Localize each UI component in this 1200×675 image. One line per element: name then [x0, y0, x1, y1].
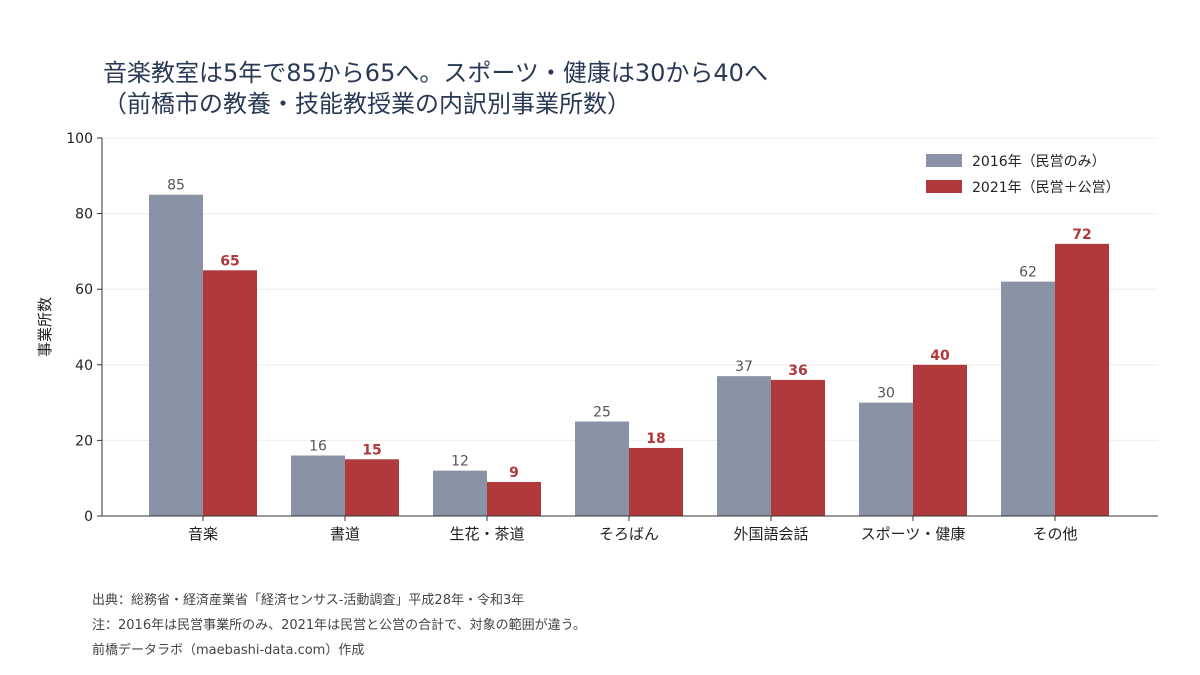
data-label-2021: 18 — [646, 431, 665, 447]
data-label-2021: 9 — [509, 465, 519, 481]
data-label-2021: 72 — [1072, 227, 1091, 243]
bar-2021 — [345, 459, 399, 516]
y-tick-label: 100 — [66, 131, 93, 147]
bar-2016 — [1001, 281, 1055, 516]
y-tick-label: 20 — [75, 433, 93, 449]
data-label-2016: 30 — [877, 386, 895, 402]
data-label-2016: 25 — [593, 405, 611, 421]
data-label-2016: 37 — [735, 359, 753, 375]
x-tick-label: 書道 — [330, 525, 360, 543]
legend-swatch-2021 — [926, 180, 962, 193]
bar-2021 — [487, 481, 541, 516]
bar-2021 — [203, 270, 257, 516]
gridlines — [102, 137, 1158, 441]
bar-2016 — [433, 470, 487, 516]
credit-note: 前橋データラボ（maebashi-data.com）作成 — [92, 643, 365, 658]
x-ticks: 音楽 書道 生花・茶道 そろばん 外国語会話 スポーツ・健康 その他 — [188, 516, 1078, 543]
bar-2016 — [575, 421, 629, 516]
x-tick-label: 生花・茶道 — [449, 525, 524, 543]
bar-2021 — [1055, 243, 1109, 516]
legend-label-2016: 2016年（民営のみ） — [972, 154, 1106, 170]
bar-2021 — [913, 364, 967, 516]
legend: 2016年（民営のみ） 2021年（民営＋公営） — [926, 154, 1120, 196]
y-axis-label: 事業所数 — [36, 297, 54, 357]
footnotes: 出典：総務省・経済産業省「経済センサス-活動調査」平成28年・令和3年 注：20… — [92, 588, 586, 663]
chart-title: 音楽教室は5年で85から65へ。スポーツ・健康は30から40へ （前橋市の教養・… — [103, 58, 768, 120]
scope-note: 注：2016年は民営事業所のみ、2021年は民営と公営の合計で、対象の範囲が違う… — [92, 618, 586, 633]
data-label-2021: 15 — [362, 442, 381, 458]
data-label-2016: 62 — [1019, 265, 1037, 281]
chart-title-line-1: 音楽教室は5年で85から65へ。スポーツ・健康は30から40へ — [103, 59, 768, 87]
x-tick-label: その他 — [1032, 525, 1077, 543]
x-tick-label: スポーツ・健康 — [861, 525, 966, 543]
data-label-2016: 85 — [167, 178, 185, 194]
x-tick-label: 音楽 — [188, 525, 218, 543]
y-tick-label: 60 — [75, 282, 93, 298]
y-tick-label: 40 — [75, 358, 93, 374]
source-note: 出典：総務省・経済産業省「経済センサス-活動調査」平成28年・令和3年 — [92, 593, 525, 608]
bar-2016 — [291, 455, 345, 516]
bar-2016 — [859, 402, 913, 516]
y-tick-label: 0 — [84, 509, 93, 525]
y-tick-label: 80 — [75, 207, 93, 223]
y-ticks: 0 20 40 60 80 100 — [66, 131, 102, 525]
data-labels: 85 65 16 15 12 9 25 18 37 36 30 40 62 72 — [167, 178, 1092, 481]
data-label-2021: 40 — [930, 348, 950, 364]
chart-title-line-2: （前橋市の教養・技能教授業の内訳別事業所数） — [103, 90, 631, 118]
x-tick-label: 外国語会話 — [733, 525, 808, 543]
bars — [149, 194, 1109, 516]
bar-2021 — [629, 447, 683, 516]
x-tick-label: そろばん — [599, 525, 659, 543]
legend-label-2021: 2021年（民営＋公営） — [972, 180, 1120, 196]
legend-swatch-2016 — [926, 154, 962, 167]
bar-2016 — [149, 194, 203, 516]
bar-2016 — [717, 376, 771, 516]
data-label-2016: 12 — [451, 454, 469, 470]
data-label-2021: 65 — [220, 253, 239, 269]
data-label-2021: 36 — [788, 363, 807, 379]
data-label-2016: 16 — [309, 439, 327, 455]
bar-2021 — [771, 379, 825, 516]
